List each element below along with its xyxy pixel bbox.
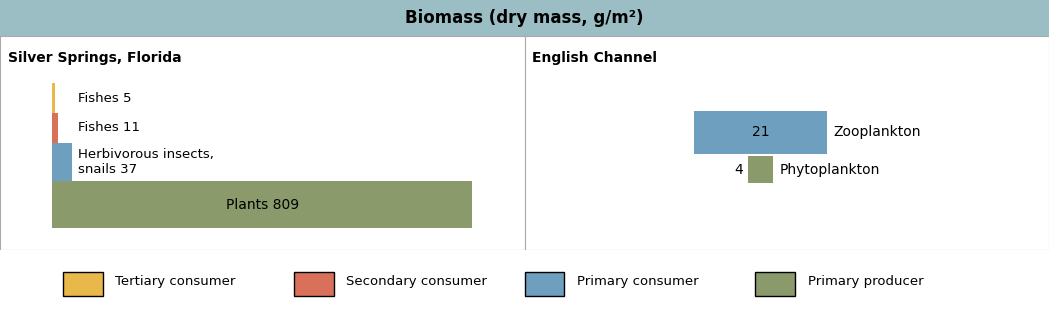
FancyBboxPatch shape [755,272,795,296]
Bar [52,181,472,228]
Text: Fishes 11: Fishes 11 [78,122,140,134]
Text: Primary producer: Primary producer [808,275,923,288]
Text: Tertiary consumer: Tertiary consumer [115,275,236,288]
Text: Biomass (dry mass, g/m²): Biomass (dry mass, g/m²) [405,9,644,27]
Text: Fishes 5: Fishes 5 [78,91,131,105]
Bar [694,111,827,154]
Text: Phytoplankton: Phytoplankton [779,163,880,176]
Text: Zooplankton: Zooplankton [833,125,920,139]
Bar [748,156,773,183]
Text: Silver Springs, Florida: Silver Springs, Florida [8,51,181,65]
Text: Secondary consumer: Secondary consumer [346,275,487,288]
Text: 4: 4 [734,163,743,176]
Bar [52,143,71,181]
Text: English Channel: English Channel [532,51,658,65]
FancyBboxPatch shape [294,272,334,296]
Text: Plants 809: Plants 809 [226,198,299,212]
Text: 21: 21 [752,125,769,139]
Bar [52,113,58,143]
Text: Primary consumer: Primary consumer [577,275,699,288]
FancyBboxPatch shape [524,272,564,296]
Bar [52,83,55,113]
Text: Herbivorous insects,
snails 37: Herbivorous insects, snails 37 [78,148,214,176]
FancyBboxPatch shape [63,272,103,296]
